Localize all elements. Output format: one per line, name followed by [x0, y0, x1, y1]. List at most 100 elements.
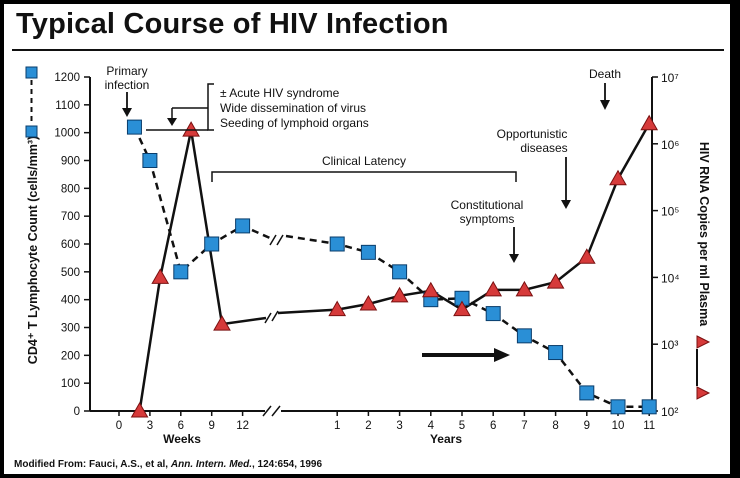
legend-square-marker — [25, 66, 38, 79]
rna-data-point — [421, 281, 440, 298]
x-tick-label: 11 — [643, 420, 655, 432]
clinical-latency-bracket — [211, 171, 517, 182]
right-tick-label: 10³ — [661, 338, 678, 352]
left-tick-label: 700 — [61, 211, 80, 223]
rna-break-mark — [264, 312, 272, 324]
death-arrowhead — [600, 100, 610, 110]
x-tick-label: 6 — [490, 420, 496, 432]
x-axis-break-gap — [265, 407, 281, 417]
seeding-label: Seeding of lymphoid organs — [220, 116, 369, 130]
acute-arrowhead — [167, 118, 177, 126]
cd4-data-point — [204, 236, 220, 252]
cd4-data-point — [126, 119, 142, 135]
x-tick-label: 1 — [334, 420, 340, 432]
cd4-data-point — [173, 264, 189, 280]
left-tick-label: 500 — [61, 267, 80, 279]
right-axis-title: HIV RNA Copies per ml Plasma — [697, 142, 711, 327]
rna-data-point — [609, 169, 627, 186]
cd4-data-point — [235, 218, 251, 234]
cd4-data-point — [579, 385, 595, 401]
acute-bracket — [207, 83, 214, 131]
cd4-data-point — [610, 399, 626, 415]
left-tick-label: 100 — [61, 378, 80, 390]
rna-data-point — [213, 315, 231, 331]
rna-data-point — [328, 300, 347, 317]
cd4-data-point — [548, 345, 564, 361]
left-tick-label: 300 — [61, 323, 80, 335]
primary-infection-label: infection — [105, 78, 150, 92]
cd4-break-mark — [276, 234, 284, 246]
left-tick-label: 1000 — [54, 128, 80, 140]
x-tick-label: 6 — [178, 420, 184, 432]
clinical-latency-label: Clinical Latency — [322, 154, 406, 168]
x-axis-label-weeks: Weeks — [163, 432, 201, 446]
cd4-series-line-years — [285, 234, 650, 409]
left-tick-label: 200 — [61, 350, 80, 362]
source-credit: Modified From: Fauci, A.S., et al, Ann. … — [14, 459, 322, 470]
legend-triangle-marker — [696, 335, 711, 349]
cd4-data-point — [329, 236, 345, 252]
cd4-data-point — [392, 264, 408, 280]
legend-triangle-marker — [696, 386, 711, 400]
x-tick-label: 10 — [612, 420, 625, 432]
legend-square-marker — [25, 125, 38, 138]
rna-data-point — [453, 300, 471, 317]
x-tick-label: 3 — [147, 420, 153, 432]
x-tick-label: 0 — [116, 420, 122, 432]
opportunistic-diseases-label: Opportunistic — [497, 127, 568, 141]
left-tick-label: 0 — [74, 406, 80, 418]
left-tick-label: 900 — [61, 156, 80, 168]
opportunistic-arrowhead — [561, 200, 571, 209]
constitutional-arrowhead — [509, 254, 519, 263]
rna-data-point — [182, 121, 200, 137]
cd4-data-point — [516, 328, 532, 344]
cd4-data-point — [142, 153, 158, 168]
cd4-data-point — [641, 399, 657, 415]
rna-data-point — [515, 280, 534, 297]
left-tick-label: 400 — [61, 295, 80, 307]
x-tick-label: 7 — [521, 420, 527, 432]
left-tick-label: 800 — [61, 183, 80, 195]
death-label: Death — [589, 67, 621, 81]
right-tick-label: 10⁵ — [661, 205, 679, 219]
x-axis-label-years: Years — [430, 432, 462, 446]
rna-data-point — [130, 401, 149, 418]
x-axis-break-mark — [271, 405, 281, 417]
rna-data-point — [577, 248, 596, 264]
opportunistic-diseases-label: diseases — [520, 141, 567, 155]
left-axis-title: CD4⁺ T Lymphocyte Count (cells/mm³) — [26, 136, 40, 364]
x-tick-label: 5 — [459, 420, 465, 432]
cd4-data-point — [485, 306, 501, 322]
rna-data-point — [484, 280, 503, 297]
dissemination-label: Wide dissemination of virus — [220, 101, 366, 115]
x-tick-label: 2 — [365, 420, 371, 432]
x-tick-label: 8 — [552, 420, 558, 432]
cd4-break-mark — [269, 234, 277, 246]
right-tick-label: 10² — [661, 405, 678, 419]
constitutional-symptoms-label: symptoms — [460, 212, 515, 226]
primary-infection-label: Primary — [106, 64, 147, 78]
x-tick-label: 12 — [236, 420, 249, 432]
source-prefix: Modified From: Fauci, A.S., et al, — [14, 459, 171, 470]
source-journal: Ann. Intern. Med. — [170, 459, 252, 470]
right-tick-label: 10⁴ — [661, 271, 680, 285]
x-tick-label: 9 — [208, 420, 214, 432]
x-tick-label: 3 — [396, 420, 402, 432]
left-tick-label: 600 — [61, 239, 80, 251]
rna-break-mark — [271, 310, 279, 322]
rna-data-point — [151, 268, 170, 284]
primary-infection-arrowhead — [122, 108, 132, 117]
x-tick-label: 9 — [584, 420, 590, 432]
left-tick-label: 1200 — [54, 72, 80, 84]
emphasis-arrowhead — [494, 348, 510, 362]
constitutional-symptoms-label: Constitutional — [451, 198, 524, 212]
rna-data-point — [390, 286, 409, 303]
right-tick-label: 10⁶ — [661, 138, 679, 152]
left-tick-label: 1100 — [55, 100, 80, 112]
rna-data-point — [359, 294, 378, 311]
x-tick-label: 4 — [428, 420, 435, 432]
rna-data-point — [546, 273, 565, 289]
title-rule — [12, 49, 724, 51]
